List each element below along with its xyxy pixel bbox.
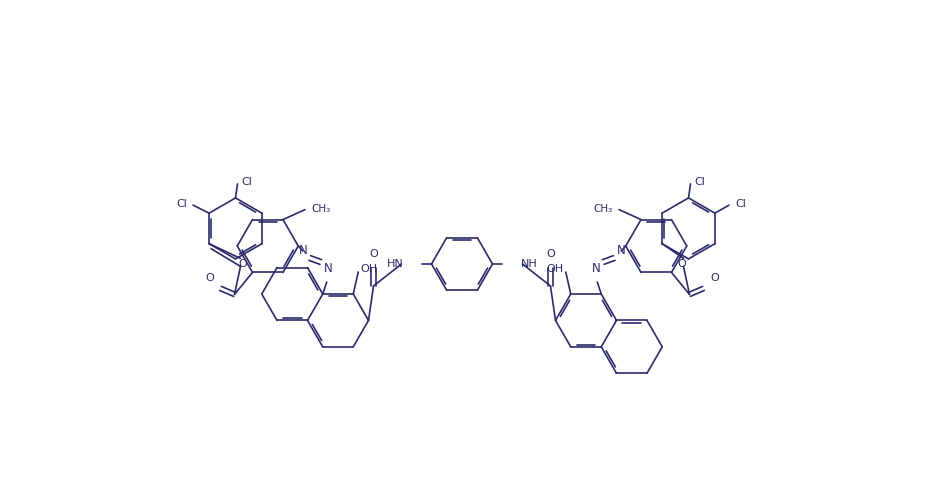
Text: N: N (324, 263, 332, 275)
Text: OH: OH (360, 264, 377, 274)
Text: Cl: Cl (735, 199, 746, 209)
Text: CH₃: CH₃ (311, 204, 330, 214)
Text: OH: OH (547, 264, 563, 274)
Text: N: N (299, 245, 307, 257)
Text: N: N (617, 245, 625, 257)
Text: O: O (710, 273, 719, 283)
Text: Cl: Cl (241, 177, 253, 187)
Text: O: O (369, 249, 378, 259)
Text: NH: NH (521, 259, 537, 269)
Text: CH₃: CH₃ (594, 204, 613, 214)
Text: O: O (238, 259, 247, 270)
Text: O: O (677, 259, 685, 270)
Text: HN: HN (387, 259, 403, 269)
Text: O: O (205, 273, 214, 283)
Text: O: O (546, 249, 555, 259)
Text: Cl: Cl (695, 177, 706, 187)
Text: Cl: Cl (176, 199, 187, 209)
Text: N: N (592, 263, 600, 275)
